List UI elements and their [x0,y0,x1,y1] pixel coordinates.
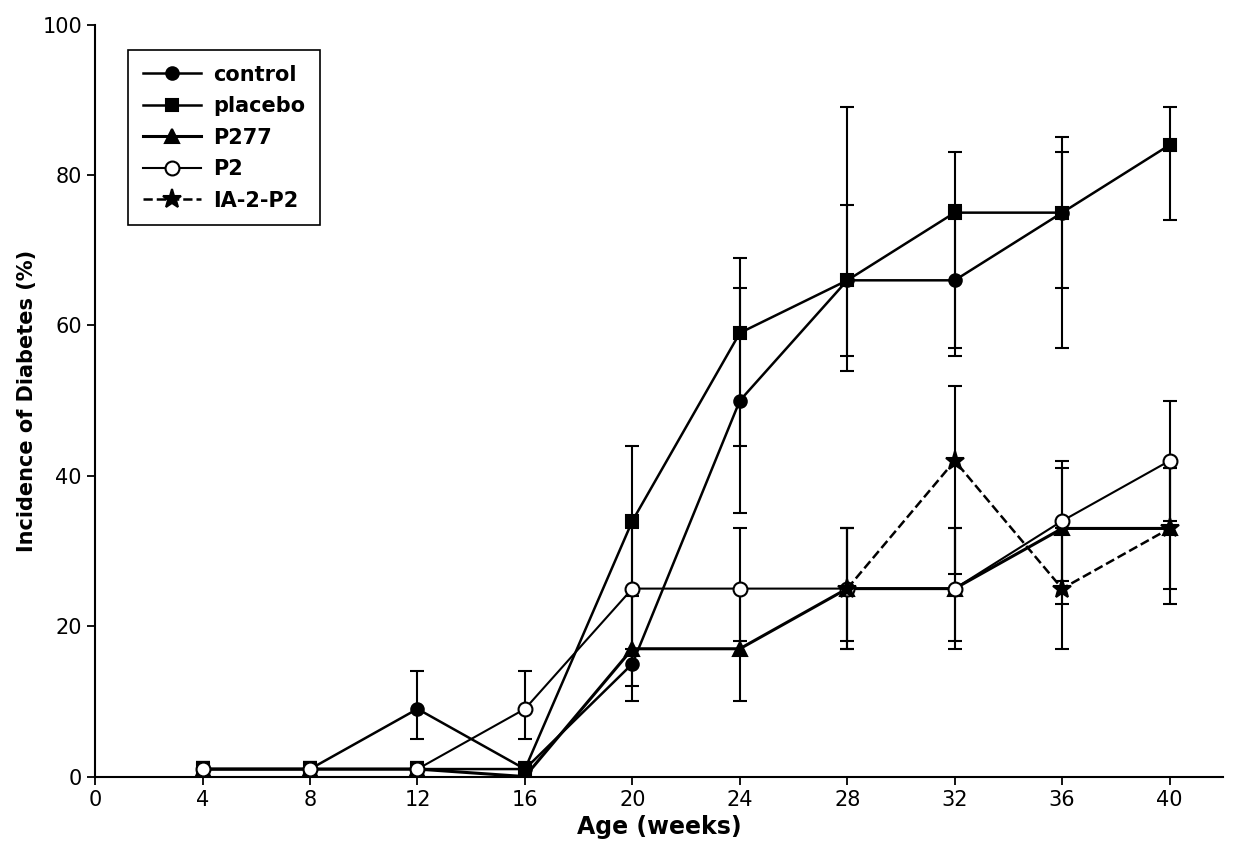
P2 [1162,455,1177,466]
control [517,764,532,774]
Legend: control, placebo, P277, P2, IA-2-P2: control, placebo, P277, P2, IA-2-P2 [128,51,320,225]
placebo [195,764,210,774]
Line: placebo: placebo [196,139,1176,776]
P2 [733,584,748,594]
IA-2-P2 [1055,584,1070,594]
Line: control: control [196,206,1069,776]
control [733,395,748,406]
P2 [947,584,962,594]
placebo [733,328,748,338]
placebo [947,207,962,217]
Line: P2: P2 [196,454,1177,776]
P277 [839,584,854,594]
P2 [195,764,210,774]
P277 [733,644,748,654]
placebo [1055,207,1070,217]
Line: IA-2-P2: IA-2-P2 [837,451,1179,598]
P277 [410,764,425,774]
placebo [517,764,532,774]
control [1055,207,1070,217]
P2 [303,764,317,774]
P277 [1055,523,1070,533]
X-axis label: Age (weeks): Age (weeks) [577,815,742,840]
P2 [1055,516,1070,526]
P277 [1162,523,1177,533]
Line: P277: P277 [196,521,1177,783]
Y-axis label: Incidence of Diabetes (%): Incidence of Diabetes (%) [16,250,37,551]
placebo [625,516,640,526]
P277 [625,644,640,654]
control [303,764,317,774]
P277 [303,764,317,774]
control [947,275,962,285]
IA-2-P2 [1162,523,1177,533]
P2 [410,764,425,774]
control [839,275,854,285]
placebo [303,764,317,774]
P2 [517,704,532,714]
placebo [410,764,425,774]
P277 [195,764,210,774]
control [410,704,425,714]
P277 [517,771,532,782]
control [625,658,640,669]
placebo [839,275,854,285]
IA-2-P2 [839,584,854,594]
P2 [625,584,640,594]
P277 [947,584,962,594]
P2 [839,584,854,594]
control [195,764,210,774]
IA-2-P2 [947,455,962,466]
placebo [1162,140,1177,150]
